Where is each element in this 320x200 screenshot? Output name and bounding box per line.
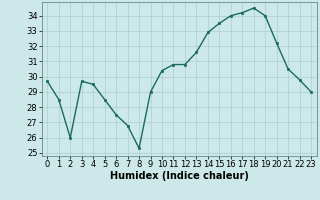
X-axis label: Humidex (Indice chaleur): Humidex (Indice chaleur) [110,171,249,181]
